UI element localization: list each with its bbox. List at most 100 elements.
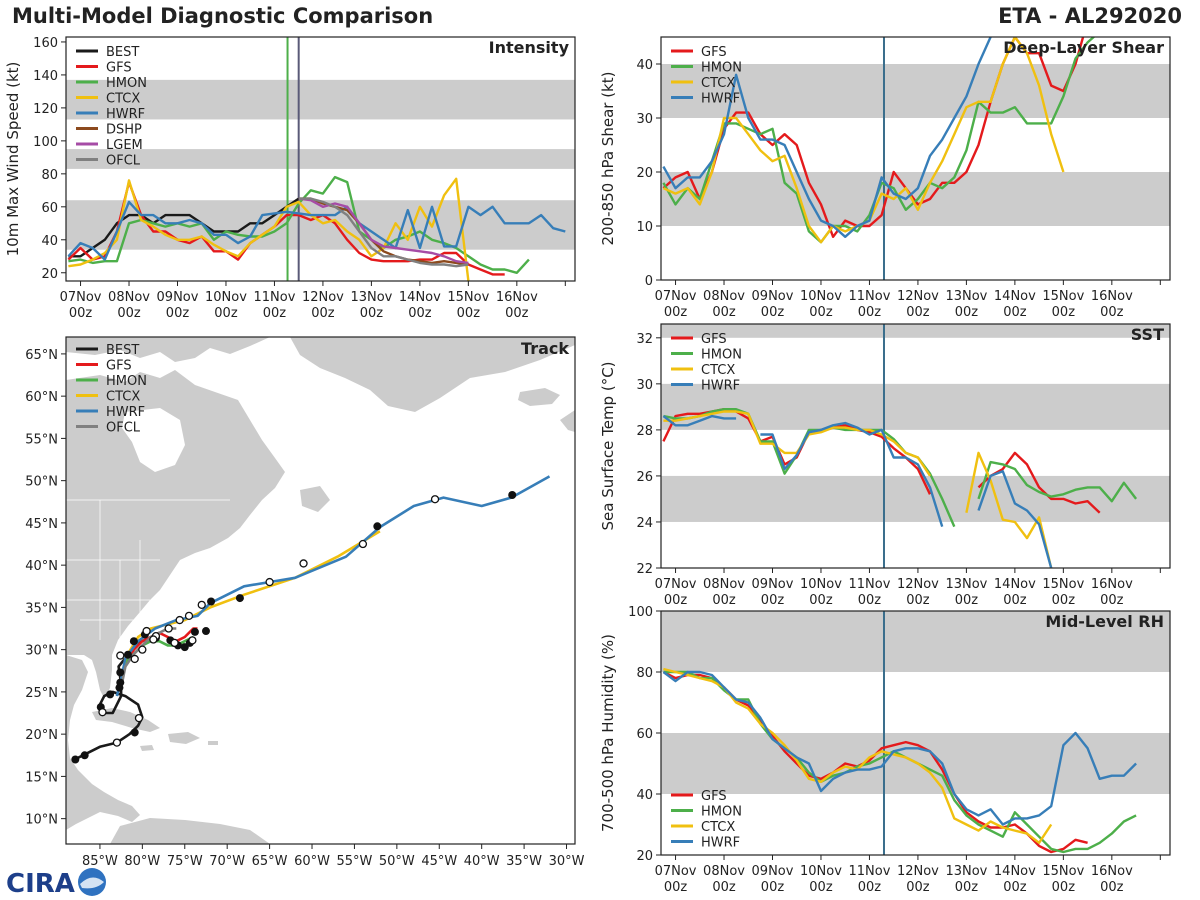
rh-x-tick-sublabel: 00z xyxy=(955,880,979,895)
cira-logo-text: CIRA xyxy=(6,869,75,898)
logo-swirl-icon xyxy=(80,877,104,889)
track-position-marker-open xyxy=(116,651,125,660)
sst-legend-label-gfs: GFS xyxy=(701,332,727,347)
intensity-y-tick-label: 100 xyxy=(33,135,58,150)
cira-logo: CIRA xyxy=(6,868,106,898)
track-x-tick-label: 60°W xyxy=(294,854,330,869)
rh-x-tick-label: 11Nov xyxy=(848,864,890,879)
shear-shaded-band xyxy=(661,172,1170,226)
intensity-y-tick-label: 60 xyxy=(41,201,58,216)
intensity-y-tick-label: 120 xyxy=(33,102,58,117)
shear-series-hmon xyxy=(662,37,1096,244)
sst-y-tick-label: 26 xyxy=(636,470,653,485)
track-position-marker-filled xyxy=(373,522,382,531)
rh-x-tick-sublabel: 00z xyxy=(1003,880,1027,895)
track-position-marker-open xyxy=(164,624,173,633)
shear-y-tick-label: 30 xyxy=(636,112,653,127)
track-position-marker-open xyxy=(265,577,274,587)
rh-x-tick-label: 16Nov xyxy=(1091,864,1133,879)
shear-x-tick-label: 12Nov xyxy=(897,289,939,304)
intensity-x-tick-label: 13Nov xyxy=(350,290,392,305)
track-x-tick-label: 85°W xyxy=(82,854,118,869)
sst-x-tick-label: 12Nov xyxy=(897,577,939,592)
track-position-marker-filled xyxy=(201,627,210,636)
sst-legend-label-ctcx: CTCX xyxy=(701,363,735,378)
rh-x-tick-sublabel: 00z xyxy=(1052,880,1076,895)
track-position-marker-open xyxy=(134,713,144,723)
rh-y-tick-label: 60 xyxy=(636,727,653,742)
shear-x-tick-sublabel: 00z xyxy=(955,305,979,320)
track-legend-label-ctcx: CTCX xyxy=(106,390,140,405)
intensity-legend-label-hmon: HMON xyxy=(106,76,147,91)
europe-coast-land xyxy=(560,410,575,432)
track-y-tick-label: 55°N xyxy=(25,432,58,447)
rh-y-tick-label: 40 xyxy=(636,788,653,803)
shear-x-tick-sublabel: 00z xyxy=(906,305,930,320)
rh-series-group xyxy=(662,667,1137,854)
political-borders xyxy=(66,499,230,650)
rh-shaded-band xyxy=(661,611,1170,672)
rh-x-tick-sublabel: 00z xyxy=(858,880,882,895)
shear-x-tick-sublabel: 00z xyxy=(809,305,833,320)
track-position-marker-open xyxy=(138,645,147,654)
south-america-land xyxy=(110,818,270,844)
rh-x-tick-label: 12Nov xyxy=(897,864,939,879)
intensity-legend-label-ofcl: OFCL xyxy=(106,154,141,169)
track-position-marker-filled xyxy=(235,594,244,603)
track-line-hwrf xyxy=(115,475,551,697)
rh-x-tick-label: 13Nov xyxy=(945,864,987,879)
intensity-x-tick-label: 15Nov xyxy=(447,290,489,305)
sst-legend-label-hmon: HMON xyxy=(701,348,742,363)
sst-x-tick-label: 11Nov xyxy=(848,577,890,592)
intensity-x-tick-sublabel: 00z xyxy=(457,306,481,321)
intensity-x-tick-sublabel: 00z xyxy=(408,306,432,321)
sst-x-tick-sublabel: 00z xyxy=(1052,593,1076,608)
rh-x-tick-sublabel: 00z xyxy=(664,880,688,895)
track-position-marker-open xyxy=(142,626,151,636)
track-y-tick-label: 50°N xyxy=(25,475,58,490)
rh-series-hwrf xyxy=(662,670,1137,826)
track-axes: 85°W 80°W 75°W 70°W 65°W 60°W 55°W 50°W 45°W 40°W… xyxy=(25,339,584,869)
sst-y-tick-label: 28 xyxy=(636,424,653,439)
shear-x-tick-label: 15Nov xyxy=(1042,289,1084,304)
rh-x-tick-label: 10Nov xyxy=(800,864,842,879)
intensity-panel-title: Intensity xyxy=(489,38,570,57)
track-y-tick-label: 15°N xyxy=(25,770,58,785)
sst-panel-title: SST xyxy=(1131,325,1164,344)
track-x-tick-label: 30°W xyxy=(549,854,585,869)
sst-series-group xyxy=(662,408,1138,568)
intensity-y-axis-label: 10m Max Wind Speed (kt) xyxy=(4,62,22,257)
rh-x-tick-label: 07Nov xyxy=(655,864,697,879)
track-y-tick-label: 10°N xyxy=(25,813,58,828)
sst-series-hwrf xyxy=(662,414,737,427)
shear-y-tick-label: 40 xyxy=(636,58,653,73)
track-line-best xyxy=(73,631,160,761)
sst-legend-label-hwrf: HWRF xyxy=(701,379,740,394)
shear-legend-label-gfs: GFS xyxy=(701,45,727,60)
track-x-tick-label: 75°W xyxy=(167,854,203,869)
intensity-panel: 2040608010012014016007Nov00z08Nov00z09No… xyxy=(4,36,576,321)
track-legend-label-hmon: HMON xyxy=(106,374,147,389)
sst-x-tick-sublabel: 00z xyxy=(664,593,688,608)
greenland-land xyxy=(290,337,575,412)
sst-x-tick-sublabel: 00z xyxy=(906,593,930,608)
sst-shaded-band xyxy=(661,324,1170,338)
track-y-tick-label: 60°N xyxy=(25,390,58,405)
sst-panel: 22242628303207Nov00z08Nov00z09Nov00z10No… xyxy=(599,323,1171,608)
shear-x-tick-label: 13Nov xyxy=(945,289,987,304)
sst-x-tick-sublabel: 00z xyxy=(858,593,882,608)
intensity-series-hwrf xyxy=(67,200,566,261)
track-y-tick-label: 20°N xyxy=(25,728,58,743)
track-position-marker-open xyxy=(188,636,197,645)
sst-x-tick-label: 16Nov xyxy=(1091,577,1133,592)
sst-y-axis-label: Sea Surface Temp (°C) xyxy=(599,361,617,530)
rh-x-tick-label: 15Nov xyxy=(1042,864,1084,879)
intensity-x-tick-label: 14Nov xyxy=(399,290,441,305)
intensity-legend-label-hwrf: HWRF xyxy=(106,107,145,122)
rh-x-tick-label: 14Nov xyxy=(994,864,1036,879)
shear-legend-label-ctcx: CTCX xyxy=(701,76,735,91)
track-position-marker-open xyxy=(184,611,194,620)
intensity-legend-label-lgem: LGEM xyxy=(106,138,143,153)
track-y-tick-label: 25°N xyxy=(25,686,58,701)
track-position-marker-open xyxy=(197,600,206,610)
